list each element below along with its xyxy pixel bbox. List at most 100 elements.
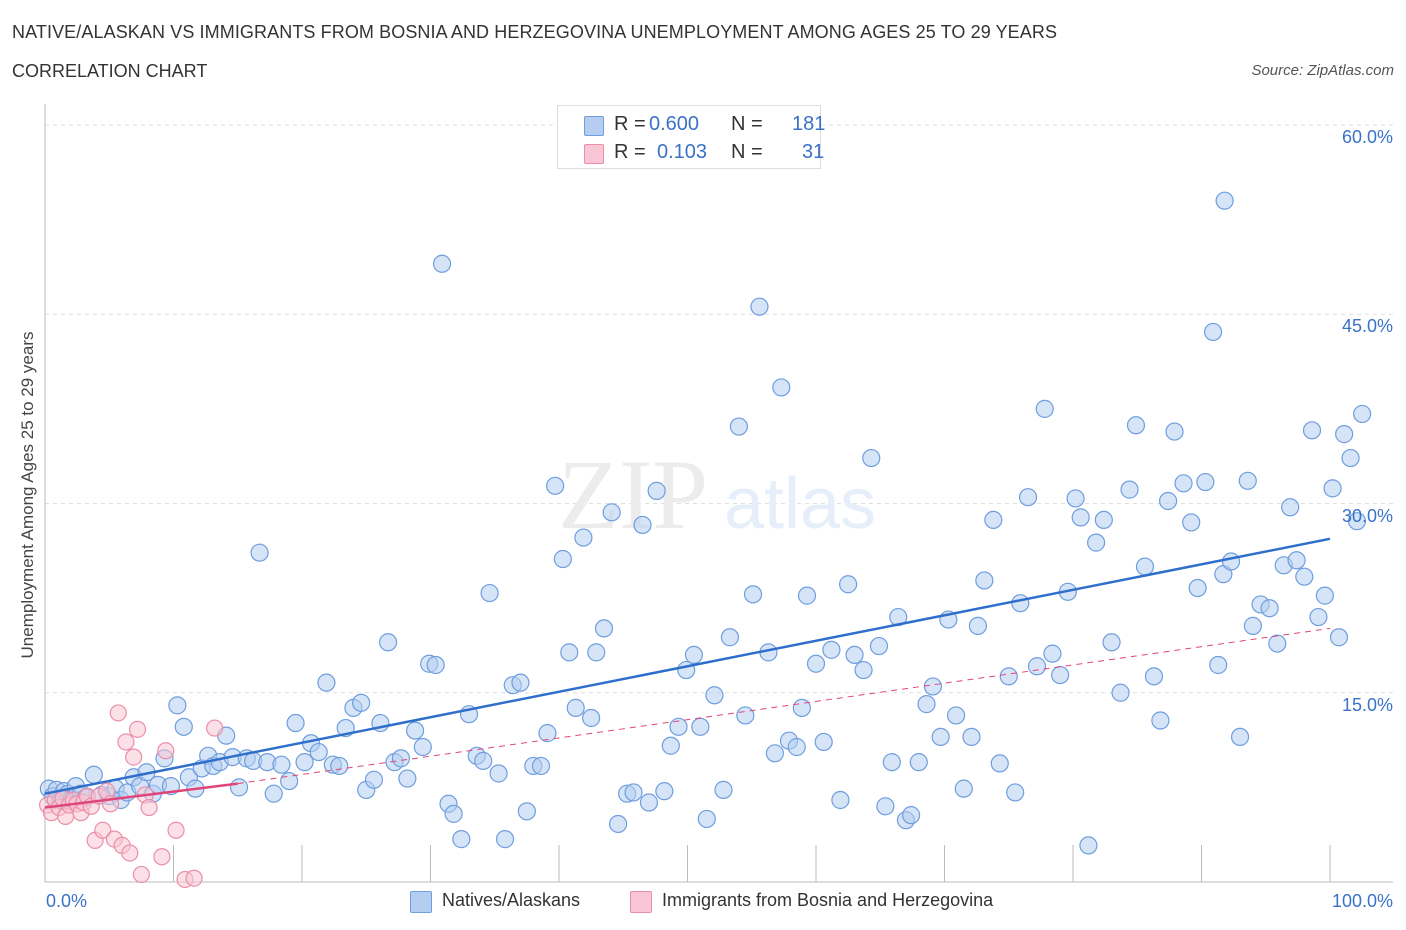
data-point-natives xyxy=(1260,599,1279,618)
data-point-natives xyxy=(669,717,688,736)
data-point-natives xyxy=(566,698,585,717)
data-point-natives xyxy=(602,503,621,522)
data-point-natives xyxy=(1230,727,1250,747)
data-point-bosnia xyxy=(117,733,135,751)
data-point-natives xyxy=(990,754,1009,773)
data-point-natives xyxy=(661,736,680,755)
data-point-natives xyxy=(1329,628,1349,647)
data-point-natives xyxy=(264,784,283,803)
data-point-natives xyxy=(705,686,724,705)
data-point-natives xyxy=(869,636,889,656)
data-point-natives xyxy=(1243,616,1263,635)
data-point-natives xyxy=(1011,594,1030,613)
legend-item-bosnia: Immigrants from Bosnia and Herzegovina xyxy=(630,889,1050,915)
data-point-natives xyxy=(1341,448,1360,468)
legend-r-value: 0.600 xyxy=(649,113,700,135)
y-tick-label: 15.0% xyxy=(1341,694,1393,715)
data-point-natives xyxy=(876,797,895,816)
legend-n-label: N = xyxy=(731,113,763,135)
data-point-natives xyxy=(1238,471,1257,490)
data-point-natives xyxy=(1051,665,1070,685)
data-point-bosnia xyxy=(132,865,150,884)
data-point-natives xyxy=(1174,474,1193,493)
data-point-natives xyxy=(174,717,193,736)
data-point-natives xyxy=(946,706,966,725)
data-point-natives xyxy=(1221,552,1241,571)
data-point-natives xyxy=(1268,634,1287,653)
data-point-natives xyxy=(1309,607,1328,627)
data-point-natives xyxy=(229,778,249,797)
data-point-natives xyxy=(309,742,328,762)
data-point-natives xyxy=(1302,421,1322,440)
data-point-natives xyxy=(1066,489,1085,508)
data-point-natives xyxy=(845,645,864,665)
data-point-bosnia xyxy=(153,848,171,866)
data-point-natives xyxy=(772,378,791,397)
data-point-natives xyxy=(691,717,710,736)
data-point-natives xyxy=(862,448,881,468)
data-point-natives xyxy=(720,628,740,647)
correlation-legend: R = 0.600 N = 181 R = 0.103 N = 31 xyxy=(557,105,825,169)
data-point-natives xyxy=(1323,479,1342,498)
data-point-natives xyxy=(378,633,398,652)
data-point-natives xyxy=(272,755,291,774)
data-point-natives xyxy=(797,586,817,605)
data-point-natives xyxy=(931,727,950,747)
data-point-natives xyxy=(317,673,336,692)
data-point-natives xyxy=(1182,513,1201,532)
data-point-natives xyxy=(1151,711,1170,730)
data-point-natives xyxy=(1035,399,1054,418)
data-point-natives xyxy=(901,806,921,825)
x-tick-label-max: 100.0% xyxy=(1331,891,1393,911)
data-point-natives xyxy=(814,732,833,752)
data-point-natives xyxy=(413,737,432,757)
data-point-natives xyxy=(1071,508,1090,527)
data-point-natives xyxy=(839,575,858,594)
data-point-natives xyxy=(1215,191,1234,210)
data-point-natives xyxy=(806,654,826,673)
data-point-bosnia xyxy=(128,720,147,738)
data-point-natives xyxy=(999,667,1018,686)
data-point-natives xyxy=(1188,578,1207,598)
data-point-natives xyxy=(831,790,850,810)
data-point-natives xyxy=(1203,322,1223,342)
data-point-natives xyxy=(553,549,572,569)
data-point-natives xyxy=(714,780,733,799)
watermark-atlas: atlas xyxy=(724,464,876,544)
data-point-natives xyxy=(882,753,901,772)
data-point-natives xyxy=(1079,836,1098,855)
data-point-natives xyxy=(1209,655,1228,675)
data-point-natives xyxy=(633,515,652,535)
x-tick-label-min: 0.0% xyxy=(46,891,88,911)
data-point-natives xyxy=(736,706,755,725)
data-point-natives xyxy=(538,724,557,743)
data-point-natives xyxy=(295,753,314,772)
data-point-natives xyxy=(750,297,769,316)
data-point-natives xyxy=(531,756,551,776)
data-point-natives xyxy=(426,655,445,675)
data-point-natives xyxy=(1315,586,1334,605)
y-tick-label: 30.0% xyxy=(1341,505,1393,526)
data-point-natives xyxy=(582,708,601,728)
data-point-natives xyxy=(517,802,536,821)
legend-n-value: 181 xyxy=(792,113,826,135)
data-point-natives xyxy=(286,713,305,733)
legend-label-natives: Natives/Alaskans xyxy=(442,890,581,910)
data-point-natives xyxy=(1087,533,1106,552)
data-point-natives xyxy=(1126,416,1146,435)
data-point-natives xyxy=(822,640,841,659)
data-point-natives xyxy=(923,677,943,696)
data-point-natives xyxy=(647,481,666,500)
data-point-natives xyxy=(432,254,452,273)
data-point-natives xyxy=(1281,498,1300,517)
data-point-natives xyxy=(330,756,349,776)
data-point-natives xyxy=(480,583,499,603)
data-point-natives xyxy=(1094,510,1113,530)
series-bosnia-points xyxy=(38,704,224,889)
data-point-natives xyxy=(962,727,981,747)
legend-label-bosnia: Immigrants from Bosnia and Herzegovina xyxy=(662,890,994,910)
source-label: Source: ZipAtlas.com xyxy=(1251,62,1394,79)
data-point-natives xyxy=(609,814,628,834)
data-point-natives xyxy=(1018,488,1038,507)
